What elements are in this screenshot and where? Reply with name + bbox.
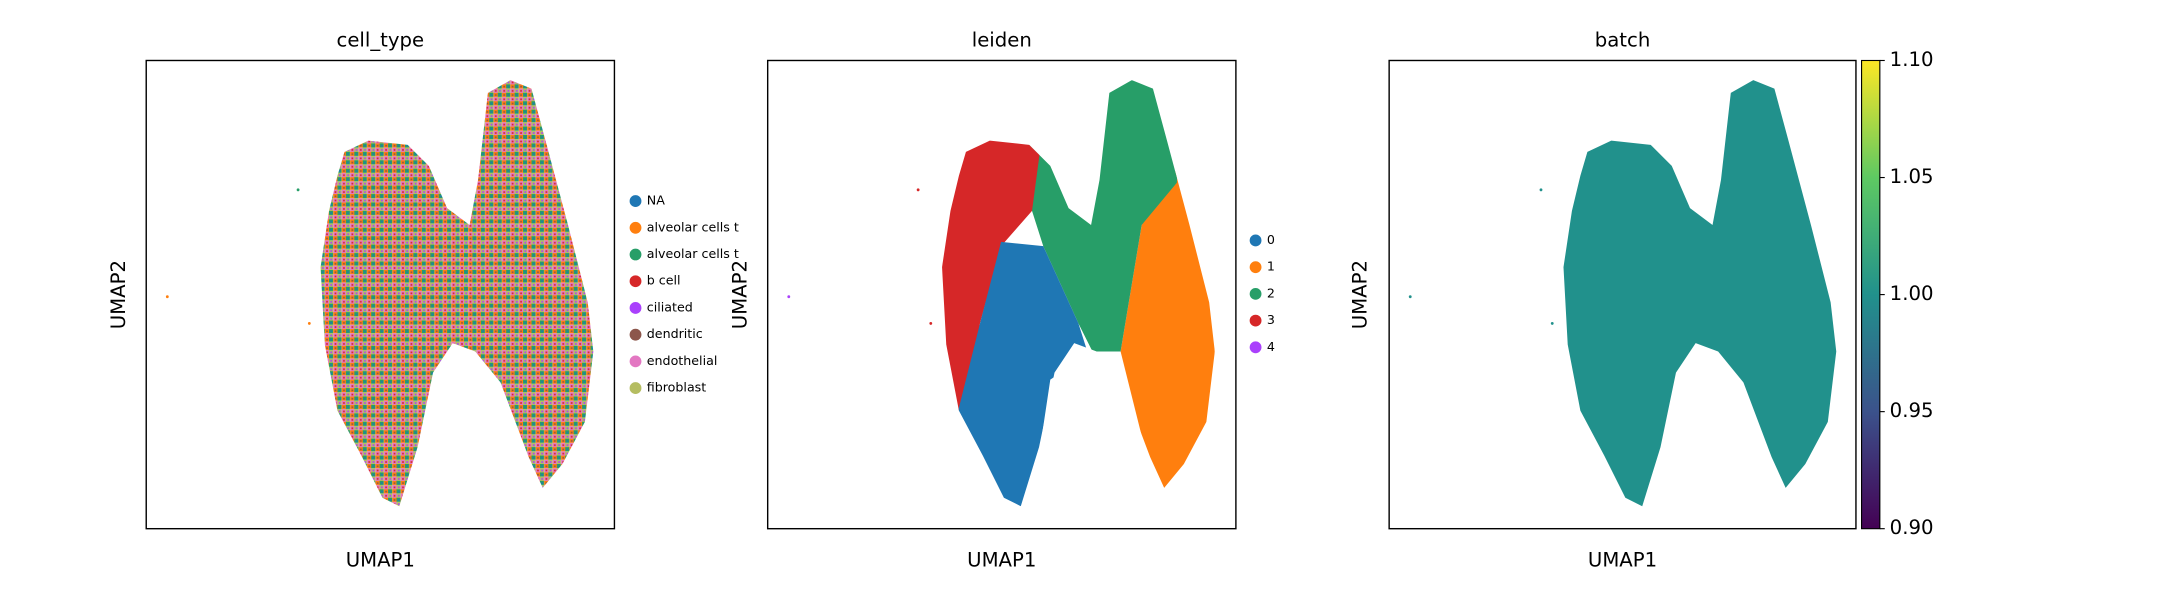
stray-point bbox=[1539, 188, 1543, 192]
colorbar bbox=[1861, 59, 1881, 530]
legend: NA alveolar cells t alveolar cells t b cell… bbox=[629, 193, 739, 395]
stray-point bbox=[165, 295, 169, 299]
legend-marker bbox=[1249, 314, 1262, 327]
panel-leiden: leiden UMAP1 UMAP2 0 1 2 3 4 bbox=[729, 28, 1275, 571]
x-axis-label: UMAP1 bbox=[346, 549, 415, 572]
stray-point bbox=[1550, 322, 1554, 325]
colorbar-tick-label: 1.10 bbox=[1890, 48, 1934, 71]
cluster-region bbox=[942, 126, 1044, 422]
legend-label: 1 bbox=[1267, 259, 1275, 274]
cluster-region bbox=[944, 241, 1089, 507]
panel-cell-type: cell_type UMAP1 UMAP2 NA alveolar cells t… bbox=[107, 28, 739, 571]
legend-label: endothelial bbox=[647, 353, 718, 368]
legend-marker bbox=[629, 248, 642, 261]
legend-label: 3 bbox=[1267, 312, 1275, 327]
legend-label: alveolar cells t bbox=[647, 219, 739, 234]
legend-marker bbox=[629, 195, 642, 207]
panel-title: batch bbox=[1595, 28, 1651, 51]
x-axis-label: UMAP1 bbox=[1588, 549, 1657, 572]
legend-marker bbox=[1249, 234, 1262, 247]
legend-marker bbox=[629, 355, 642, 368]
legend: 0 1 2 3 4 bbox=[1249, 232, 1275, 354]
y-axis-label: UMAP2 bbox=[1349, 260, 1372, 329]
legend-marker bbox=[1249, 287, 1262, 300]
legend-label: alveolar cells t bbox=[647, 246, 739, 261]
legend-label: b cell bbox=[647, 273, 681, 288]
legend-marker bbox=[629, 302, 642, 314]
colorbar-ticks: 0.90 0.95 1.00 1.05 1.10 bbox=[1879, 48, 1934, 539]
legend-marker bbox=[629, 275, 642, 288]
colorbar-tick-label: 0.95 bbox=[1890, 399, 1934, 422]
legend-label: NA bbox=[647, 193, 665, 208]
legend-marker bbox=[629, 382, 642, 394]
legend-marker bbox=[629, 221, 642, 234]
legend-label: 4 bbox=[1267, 339, 1275, 354]
panel-title: leiden bbox=[972, 28, 1032, 51]
colorbar-tick-label: 1.00 bbox=[1890, 282, 1934, 305]
panel-batch: batch UMAP1 UMAP2 0.90 0.95 1.00 1.05 1.10 bbox=[1349, 28, 1934, 571]
legend-label: 0 bbox=[1267, 232, 1275, 247]
legend-label: 2 bbox=[1267, 285, 1275, 300]
legend-label: dendritic bbox=[647, 326, 703, 341]
x-axis-label: UMAP1 bbox=[967, 549, 1036, 572]
legend-label: fibroblast bbox=[647, 380, 707, 395]
y-axis-label: UMAP2 bbox=[107, 260, 130, 329]
stray-point bbox=[916, 188, 920, 192]
stray-point bbox=[1408, 295, 1412, 299]
legend-marker bbox=[1249, 261, 1262, 274]
stray-point bbox=[787, 295, 791, 299]
y-axis-label: UMAP2 bbox=[729, 260, 752, 329]
legend-label: ciliated bbox=[647, 299, 693, 314]
legend-marker bbox=[629, 328, 642, 341]
stray-point bbox=[296, 188, 300, 192]
stray-point bbox=[929, 322, 933, 325]
colorbar-tick-label: 0.90 bbox=[1890, 516, 1934, 539]
stray-point bbox=[307, 322, 311, 325]
legend-marker bbox=[1249, 341, 1262, 354]
colorbar-tick-label: 1.05 bbox=[1890, 165, 1934, 188]
panel-title: cell_type bbox=[337, 28, 425, 51]
